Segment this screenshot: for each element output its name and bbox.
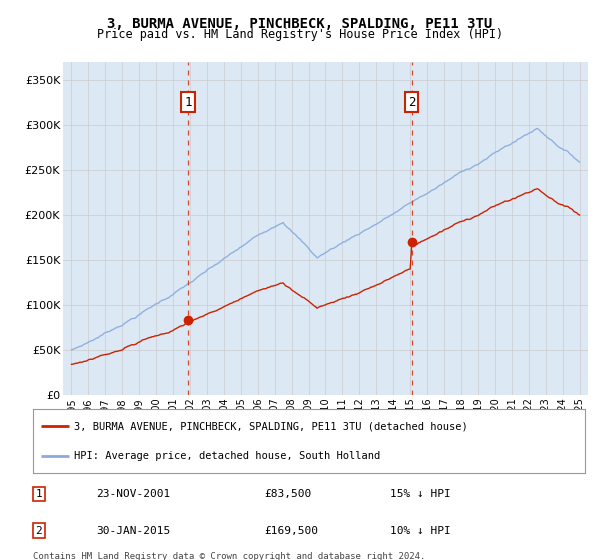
Text: 23-NOV-2001: 23-NOV-2001 [96,489,170,499]
Text: £169,500: £169,500 [264,526,318,535]
Text: £83,500: £83,500 [264,489,311,499]
Text: 1: 1 [185,96,192,109]
Text: 3, BURMA AVENUE, PINCHBECK, SPALDING, PE11 3TU (detached house): 3, BURMA AVENUE, PINCHBECK, SPALDING, PE… [74,421,468,431]
Text: HPI: Average price, detached house, South Holland: HPI: Average price, detached house, Sout… [74,451,380,461]
Text: 2: 2 [35,526,43,535]
Text: 3, BURMA AVENUE, PINCHBECK, SPALDING, PE11 3TU: 3, BURMA AVENUE, PINCHBECK, SPALDING, PE… [107,17,493,31]
Text: 2: 2 [408,96,415,109]
Text: 15% ↓ HPI: 15% ↓ HPI [390,489,451,499]
Text: Contains HM Land Registry data © Crown copyright and database right 2024.
This d: Contains HM Land Registry data © Crown c… [33,552,425,560]
Text: 1: 1 [35,489,43,499]
Bar [188,62,412,395]
Text: 30-JAN-2015: 30-JAN-2015 [96,526,170,535]
Text: Price paid vs. HM Land Registry's House Price Index (HPI): Price paid vs. HM Land Registry's House … [97,28,503,41]
Text: 10% ↓ HPI: 10% ↓ HPI [390,526,451,535]
